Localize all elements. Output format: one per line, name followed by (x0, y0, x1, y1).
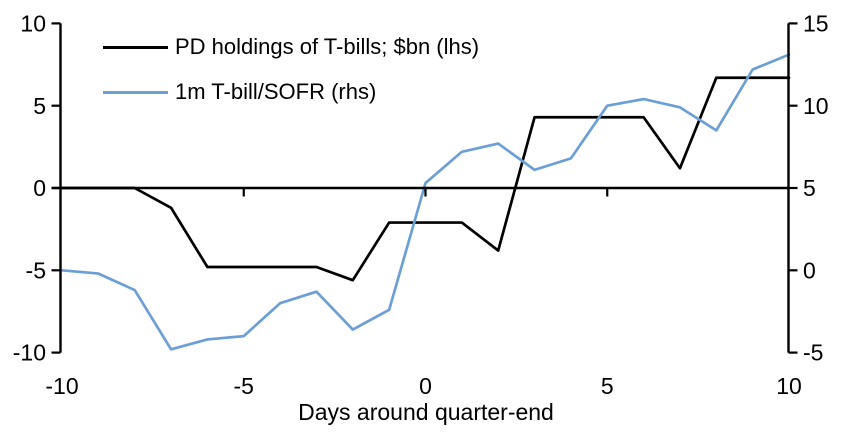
series-line-black (60, 76, 791, 282)
left-axis-tick-label: -10 (13, 340, 46, 366)
legend-label: 1m T-bill/SOFR (rhs) (175, 79, 377, 104)
legend-label: PD holdings of T-bills; $bn (lhs) (175, 34, 480, 59)
right-axis-tick-label: 10 (803, 93, 829, 119)
legend-item-pd-holdings: PD holdings of T-bills; $bn (lhs) (103, 34, 479, 60)
legend-line-sample-black (103, 45, 168, 49)
x-axis-tick-label: 5 (601, 373, 614, 399)
x-axis-tick-label: 10 (776, 373, 802, 399)
x-axis-tick-label: 0 (419, 373, 432, 399)
left-axis-tick-label: 10 (20, 10, 46, 36)
legend-line-sample-blue (103, 90, 168, 94)
x-axis-title: Days around quarter-end (298, 399, 554, 425)
left-axis-tick-label: 0 (33, 175, 46, 201)
left-axis-tick-label: 5 (33, 93, 46, 119)
right-axis-tick-label: 0 (803, 257, 816, 283)
left-axis-tick-label: -5 (26, 257, 46, 283)
series-line-blue (60, 53, 791, 351)
right-axis-tick-label: 5 (803, 175, 816, 201)
chart-legend: PD holdings of T-bills; $bn (lhs) 1m T-b… (103, 34, 479, 105)
x-axis-tick-label: -5 (234, 373, 254, 399)
x-axis-tick-label: -10 (45, 373, 78, 399)
right-axis-tick-label: -5 (803, 340, 823, 366)
right-axis-tick-label: 15 (803, 10, 829, 36)
legend-item-tbill-sofr: 1m T-bill/SOFR (rhs) (103, 79, 479, 105)
